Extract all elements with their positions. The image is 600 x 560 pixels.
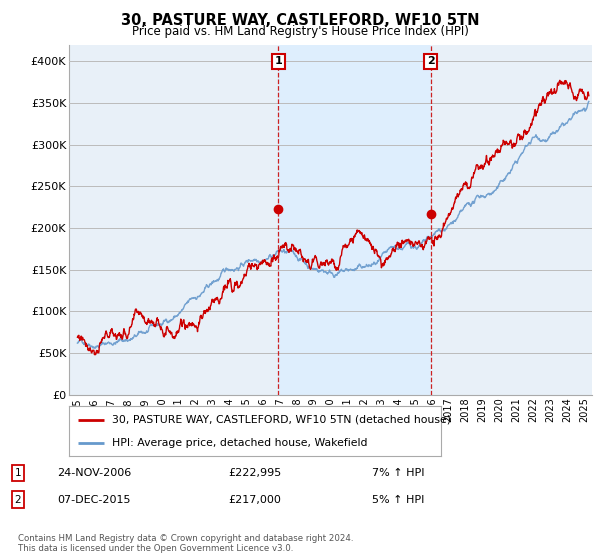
Text: £222,995: £222,995 [228,468,281,478]
Text: 30, PASTURE WAY, CASTLEFORD, WF10 5TN: 30, PASTURE WAY, CASTLEFORD, WF10 5TN [121,13,479,29]
Text: Price paid vs. HM Land Registry's House Price Index (HPI): Price paid vs. HM Land Registry's House … [131,25,469,38]
Text: 1: 1 [14,468,22,478]
Text: 2: 2 [427,57,434,67]
Text: 07-DEC-2015: 07-DEC-2015 [57,494,131,505]
Text: 7% ↑ HPI: 7% ↑ HPI [372,468,425,478]
Text: 2: 2 [14,494,22,505]
Bar [278,45,431,395]
Text: 24-NOV-2006: 24-NOV-2006 [57,468,131,478]
Text: 5% ↑ HPI: 5% ↑ HPI [372,494,424,505]
Text: 30, PASTURE WAY, CASTLEFORD, WF10 5TN (detached house): 30, PASTURE WAY, CASTLEFORD, WF10 5TN (d… [112,414,451,424]
Text: 1: 1 [274,57,282,67]
Text: HPI: Average price, detached house, Wakefield: HPI: Average price, detached house, Wake… [112,438,367,448]
Text: Contains HM Land Registry data © Crown copyright and database right 2024.
This d: Contains HM Land Registry data © Crown c… [18,534,353,553]
Text: £217,000: £217,000 [228,494,281,505]
